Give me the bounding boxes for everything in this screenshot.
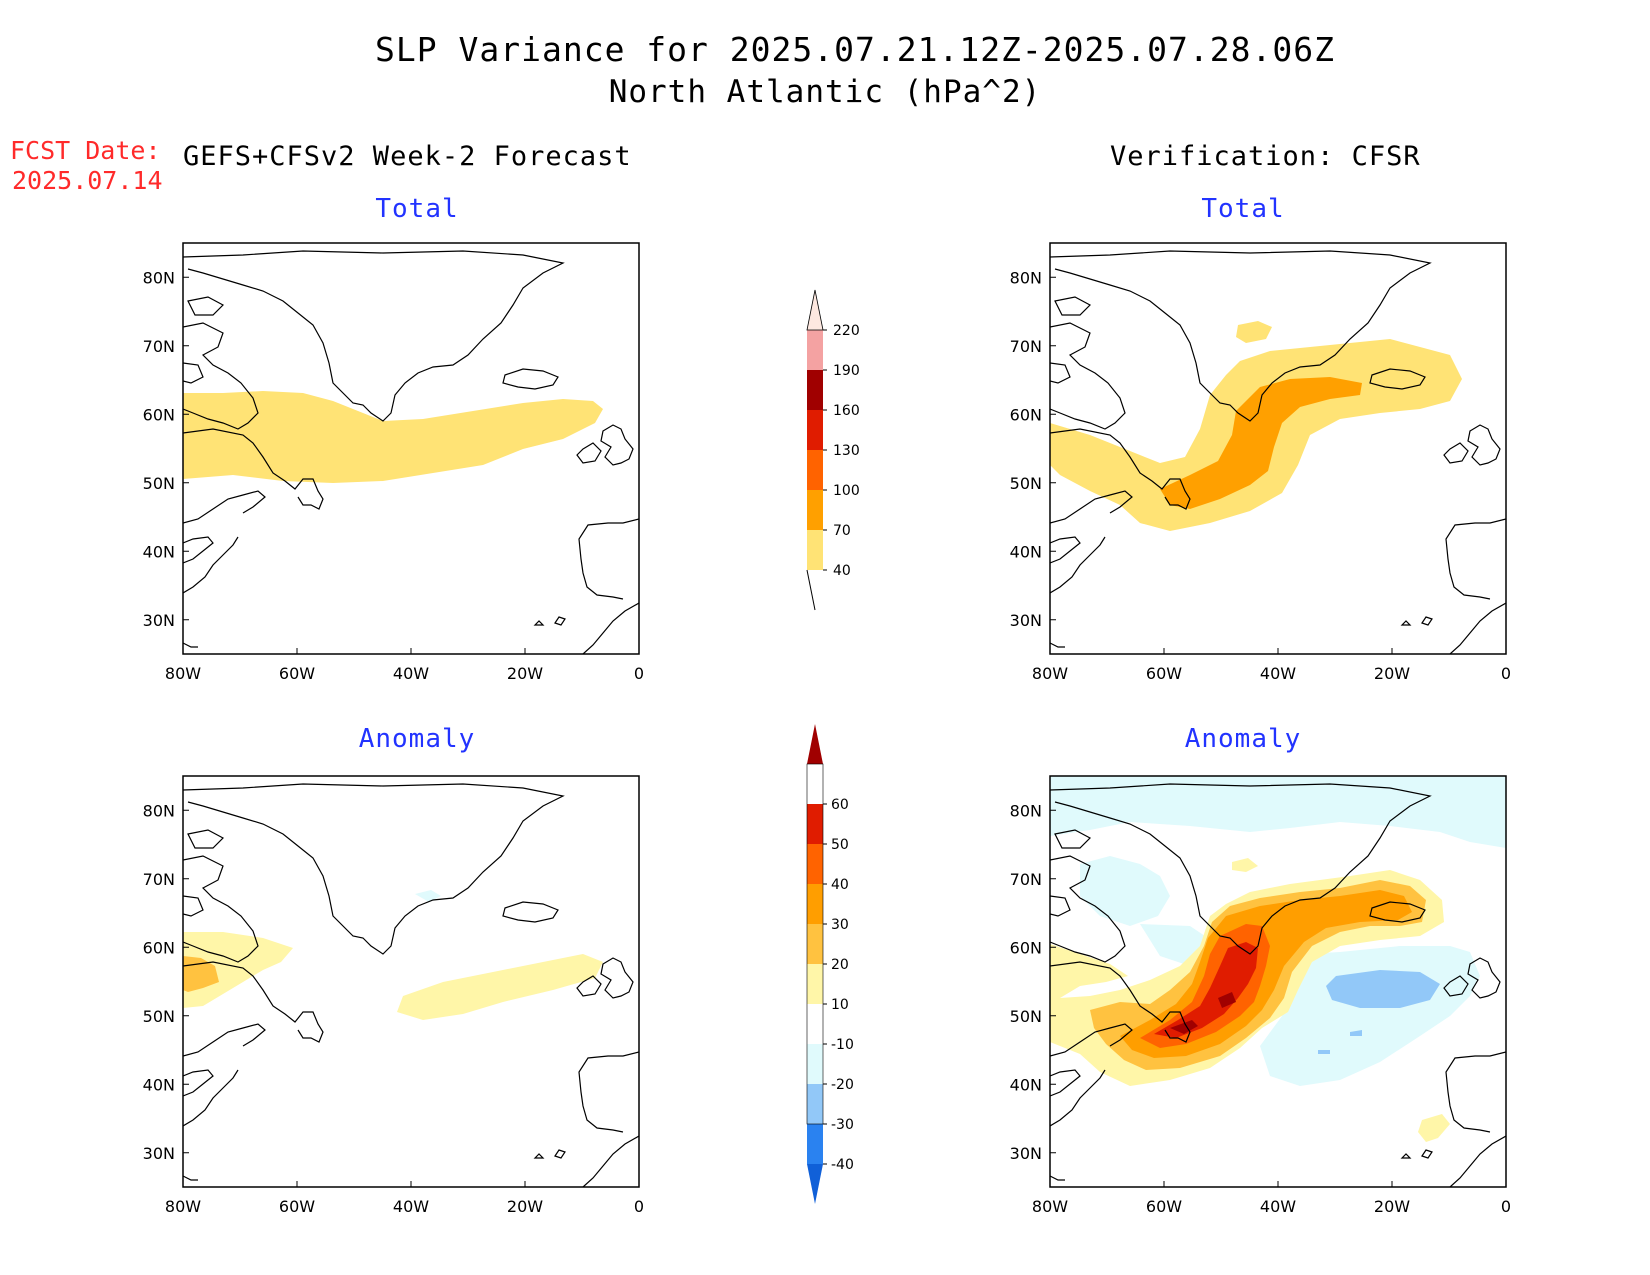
colorbar-segment <box>807 884 823 924</box>
verification-anomaly-title: Anomaly <box>1184 724 1302 754</box>
colorbar-segment <box>807 410 823 450</box>
colorbar-segment <box>807 530 823 570</box>
colorbar-label: 130 <box>833 443 860 459</box>
colorbar-bottom-line <box>806 569 816 611</box>
x-tick-label: 60W <box>279 664 315 683</box>
colorbar-segment <box>807 1004 823 1044</box>
colorbar-label: -30 <box>831 1117 854 1133</box>
colorbar-segment <box>807 450 823 490</box>
x-tick-label: 0 <box>1501 664 1511 683</box>
colorbar-label: -20 <box>831 1077 854 1093</box>
x-tick-label: 60W <box>279 1197 315 1216</box>
verification-total-title: Total <box>1201 194 1285 224</box>
y-tick-label: 40N <box>1010 1075 1042 1094</box>
y-tick-label: 80N <box>1010 801 1042 820</box>
verification-heading: Verification: CFSR <box>1110 141 1421 172</box>
y-tick-label: 80N <box>1010 268 1042 287</box>
y-tick-label: 40N <box>1010 542 1042 561</box>
y-tick-label: 60N <box>143 938 175 957</box>
colorbar-label: 60 <box>831 797 849 813</box>
y-tick-label: 70N <box>143 337 175 356</box>
title-line-1: SLP Variance for 2025.07.21.12Z-2025.07.… <box>375 30 1335 69</box>
y-tick-label: 50N <box>1010 474 1042 493</box>
y-tick-label: 70N <box>143 870 175 889</box>
x-tick-label: 40W <box>1260 664 1296 683</box>
x-tick-label: 20W <box>1374 664 1410 683</box>
x-tick-label: 40W <box>393 664 429 683</box>
x-tick-label: 0 <box>1501 1197 1511 1216</box>
colorbar-label: 220 <box>833 323 860 339</box>
forecast-date-value: 2025.07.14 <box>12 166 163 195</box>
y-tick-label: 70N <box>1010 337 1042 356</box>
colorbar-label: 190 <box>833 363 860 379</box>
y-tick-label: 40N <box>143 542 175 561</box>
colorbar-label: 100 <box>833 483 860 499</box>
colorbar-label: 40 <box>831 877 849 893</box>
colorbar-label: 70 <box>833 523 851 539</box>
verification-anomaly-map <box>1049 775 1507 1188</box>
y-tick-label: 60N <box>1010 938 1042 957</box>
y-tick-label: 30N <box>143 611 175 630</box>
y-tick-label: 50N <box>1010 1007 1042 1026</box>
x-tick-label: 80W <box>1032 1197 1068 1216</box>
colorbar-label: 10 <box>831 997 849 1013</box>
x-tick-label: 80W <box>165 664 201 683</box>
colorbar-frame <box>806 763 824 1125</box>
y-tick-label: 30N <box>1010 1144 1042 1163</box>
forecast-total-title: Total <box>375 194 459 224</box>
colorbar-segment <box>807 804 823 844</box>
y-tick-label: 80N <box>143 801 175 820</box>
colorbar-label: 40 <box>833 563 851 579</box>
colorbar-top-triangle <box>806 289 824 331</box>
colorbar-segment <box>807 330 823 370</box>
x-tick-label: 0 <box>634 1197 644 1216</box>
y-tick-label: 80N <box>143 268 175 287</box>
forecast-total-map <box>182 242 640 655</box>
colorbar-label: 160 <box>833 403 860 419</box>
x-tick-label: 80W <box>1032 664 1068 683</box>
x-tick-label: 20W <box>507 664 543 683</box>
x-tick-label: 60W <box>1146 664 1182 683</box>
colorbar-segment <box>807 370 823 410</box>
colorbar-segment <box>807 924 823 964</box>
colorbar-segment <box>807 490 823 530</box>
y-tick-label: 40N <box>143 1075 175 1094</box>
x-tick-label: 20W <box>1374 1197 1410 1216</box>
colorbar-label: 50 <box>831 837 849 853</box>
colorbar-segment <box>807 964 823 1004</box>
x-tick-label: 60W <box>1146 1197 1182 1216</box>
y-tick-label: 60N <box>1010 405 1042 424</box>
x-tick-label: 20W <box>507 1197 543 1216</box>
y-tick-label: 60N <box>143 405 175 424</box>
colorbar-label: -40 <box>831 1157 854 1173</box>
colorbar-top-triangle <box>807 724 823 764</box>
y-tick-label: 30N <box>1010 611 1042 630</box>
colorbar-label: 30 <box>831 917 849 933</box>
colorbar-label: -10 <box>831 1037 854 1053</box>
colorbar-segment <box>807 844 823 884</box>
colorbar-segment <box>807 1084 823 1124</box>
x-tick-label: 80W <box>165 1197 201 1216</box>
forecast-anomaly-title: Anomaly <box>358 724 476 754</box>
colorbar-bottom-triangle <box>807 1164 823 1204</box>
total-colorbar: 40 70 100 130 160 190 220 <box>806 289 860 611</box>
colorbar-segment <box>807 1044 823 1084</box>
x-tick-label: 40W <box>1260 1197 1296 1216</box>
verification-total-map <box>1049 242 1507 655</box>
y-tick-label: 70N <box>1010 870 1042 889</box>
colorbar-label: 20 <box>831 957 849 973</box>
x-tick-label: 40W <box>393 1197 429 1216</box>
y-tick-label: 30N <box>143 1144 175 1163</box>
title-line-2: North Atlantic (hPa^2) <box>608 74 1042 110</box>
x-tick-label: 0 <box>634 664 644 683</box>
y-tick-label: 50N <box>143 474 175 493</box>
forecast-date-label: FCST Date: <box>10 136 161 165</box>
y-tick-label: 50N <box>143 1007 175 1026</box>
anomaly-colorbar: -40 -30 -20 -10 10 20 30 40 50 60 <box>806 724 854 1204</box>
forecast-anomaly-map <box>182 775 640 1188</box>
forecast-heading: GEFS+CFSv2 Week-2 Forecast <box>183 141 632 172</box>
colorbar-segment <box>807 1124 823 1164</box>
